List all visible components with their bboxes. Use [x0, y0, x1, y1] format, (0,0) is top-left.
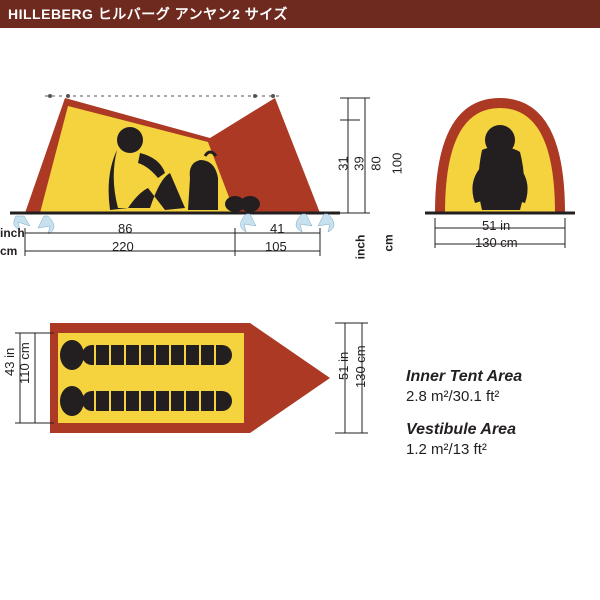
h-outer-cm: 100: [389, 153, 404, 175]
end-w-in: 51 in: [482, 218, 510, 233]
header-title: HILLEBERG ヒルバーグ アンヤン2 サイズ: [8, 6, 288, 22]
top-outer-w-cm: 130 cm: [353, 345, 368, 388]
h-inner-in: 31: [336, 156, 351, 170]
cm-label-right: cm: [382, 234, 396, 251]
side-main-cm: 220: [112, 239, 134, 254]
inch-label-left: inch: [0, 226, 25, 240]
inch-label-right: inch: [353, 235, 367, 260]
cm-label-left: cm: [0, 244, 17, 258]
h-outer-in: 39: [352, 156, 367, 170]
top-view: [10, 303, 390, 483]
top-inner-w-cm: 110 cm: [17, 342, 32, 384]
side-elevation: [10, 78, 390, 258]
side-vest-inch: 41: [270, 221, 284, 236]
vest-area-title: Vestibule Area: [406, 421, 576, 439]
top-inner-w-in: 43 in: [2, 348, 17, 376]
diagram-content: inch cm 86 220 41 105 31 39 80 100 inch …: [0, 28, 600, 598]
side-vest-cm: 105: [265, 239, 287, 254]
end-w-cm: 130 cm: [475, 235, 518, 250]
side-main-inch: 86: [118, 221, 132, 236]
product-header: HILLEBERG ヒルバーグ アンヤン2 サイズ: [0, 0, 600, 28]
inner-area-val: 2.8 m²/30.1 ft²: [406, 388, 576, 405]
spec-block: Inner Tent Area 2.8 m²/30.1 ft² Vestibul…: [406, 368, 576, 474]
inner-area-title: Inner Tent Area: [406, 368, 576, 386]
h-inner-cm: 80: [369, 156, 384, 170]
vest-area-val: 1.2 m²/13 ft²: [406, 441, 576, 458]
top-outer-w-in: 51 in: [336, 352, 351, 380]
